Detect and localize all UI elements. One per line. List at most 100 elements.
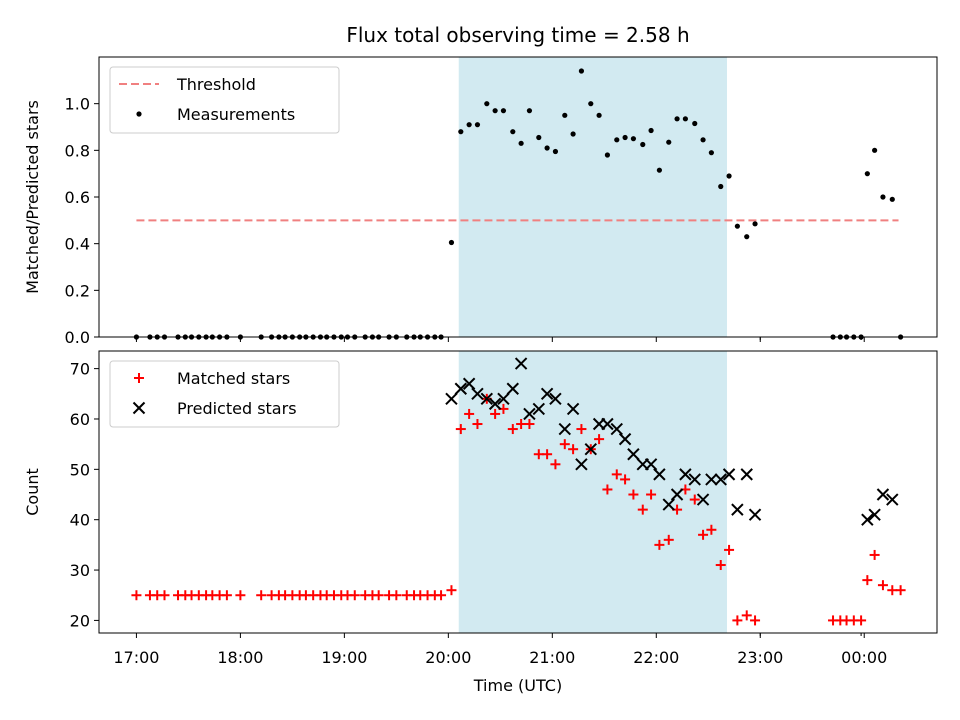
plus-point — [131, 590, 142, 601]
dot-point — [656, 167, 662, 173]
dot-point — [692, 120, 698, 127]
plus-point — [602, 484, 613, 495]
plus-point — [507, 424, 518, 435]
plus-point — [594, 434, 605, 445]
dot-point — [588, 101, 594, 107]
x-point — [445, 392, 458, 406]
dot-point — [484, 101, 490, 107]
plus-point — [724, 544, 735, 555]
dot-point — [510, 129, 516, 135]
plus-point — [256, 590, 267, 601]
plus-point — [663, 534, 674, 545]
legend-box — [109, 360, 340, 428]
legend-item: Measurements — [136, 105, 295, 124]
y-tick-label: 50 — [70, 460, 90, 479]
x-point — [748, 508, 762, 521]
y-tick-label: 40 — [70, 511, 90, 530]
x-point — [868, 508, 881, 521]
plus-point — [706, 524, 717, 535]
plus-point — [576, 424, 587, 435]
plus-point — [559, 439, 570, 450]
panel-counts: 20 30 40 50 60 70 Count 17:00 18:00 19:00 20:00 21:… — [23, 350, 938, 667]
y-tick-label: 20 — [70, 611, 90, 630]
x-point — [740, 468, 753, 481]
plus-point — [856, 615, 867, 626]
dot-point — [552, 148, 559, 155]
x-point — [584, 442, 597, 456]
plus-point — [391, 590, 402, 601]
x-point — [462, 377, 476, 390]
x-point — [705, 473, 718, 486]
y-tick-label: 60 — [70, 410, 90, 429]
x-point — [566, 402, 580, 416]
dot-point — [474, 122, 481, 128]
legend-swatch — [134, 373, 144, 383]
plus-point — [862, 575, 873, 586]
x-point — [670, 488, 684, 501]
x-point — [497, 392, 510, 406]
x-point — [886, 493, 899, 506]
legend-swatch — [136, 111, 142, 117]
dot-point — [666, 139, 672, 145]
x-tick-label: 17:00 — [113, 648, 159, 667]
plus-point — [455, 424, 466, 435]
plus-point — [741, 610, 752, 621]
x-point — [653, 468, 666, 481]
dot-point — [458, 129, 464, 135]
legend-box — [109, 66, 340, 134]
legend-label: Measurements — [177, 105, 295, 124]
plus-point — [611, 469, 622, 480]
x-point — [471, 387, 484, 401]
dot-point — [536, 134, 542, 141]
y-tick-label: 0.8 — [65, 141, 90, 160]
observing-window-top — [458, 57, 727, 337]
y-tick-label: 1.0 — [65, 95, 90, 114]
plus-point — [542, 449, 553, 460]
dot-point — [700, 137, 706, 143]
series-bottom-1 — [445, 357, 899, 526]
plus-point — [895, 585, 906, 596]
chart-title: Flux total observing time = 2.58 h — [346, 23, 689, 47]
x-point — [714, 473, 727, 486]
plus-point — [221, 590, 232, 601]
x-point — [558, 422, 571, 436]
dot-point — [752, 221, 758, 227]
dot-point — [734, 223, 740, 229]
plus-point — [550, 459, 561, 470]
dot-point — [596, 112, 602, 118]
plus-point — [646, 489, 657, 500]
plus-point — [620, 474, 631, 485]
x-tick-label: 20:00 — [425, 648, 471, 667]
x-tick-label: 00:00 — [841, 648, 887, 667]
dot-point — [708, 150, 714, 156]
x-point — [731, 503, 744, 516]
dot-point — [492, 108, 498, 114]
plus-point — [159, 590, 170, 601]
dot-point — [726, 173, 732, 179]
dot-point — [640, 141, 646, 148]
dot-point — [604, 152, 611, 158]
x-point — [662, 498, 675, 511]
dot-point — [614, 137, 620, 143]
plus-point — [869, 549, 880, 560]
plus-point — [490, 408, 501, 419]
x-point — [722, 468, 736, 481]
dot-point — [578, 68, 585, 74]
plus-point — [637, 504, 648, 515]
axes-frame-bottom — [98, 350, 938, 634]
x-point — [575, 458, 588, 471]
x-point — [540, 387, 554, 401]
x-tick-label: 21:00 — [529, 648, 575, 667]
plus-point — [568, 444, 579, 455]
dot-point — [544, 145, 550, 151]
plus-point — [472, 419, 483, 430]
x-tick-label: 22:00 — [633, 648, 679, 667]
plus-point — [732, 615, 743, 626]
dot-point — [682, 116, 688, 122]
plus-point — [446, 585, 457, 596]
x-point — [618, 432, 632, 446]
plus-point — [436, 590, 447, 601]
x-point — [627, 448, 640, 461]
